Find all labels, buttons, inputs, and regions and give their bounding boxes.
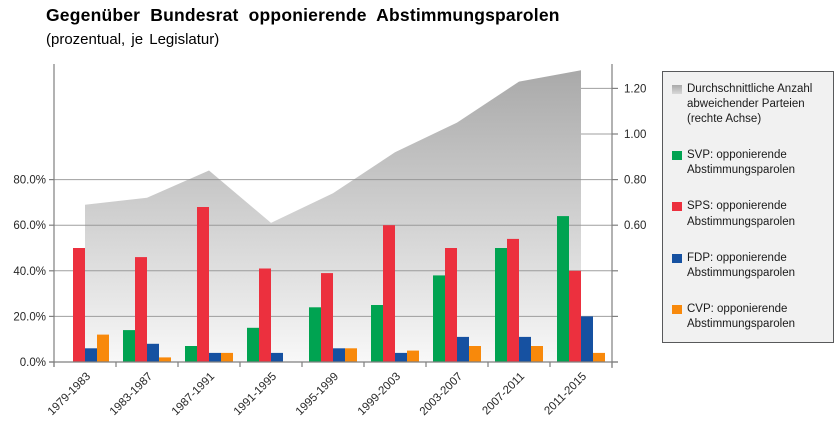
fdp-series-swatch-icon — [672, 253, 682, 263]
right-axis-tick-label: 1.00 — [624, 129, 646, 141]
bar-fdp-1999-2003 — [395, 352, 407, 362]
legend: Durchschnittliche Anzahl abweichender Pa… — [662, 71, 834, 343]
x-axis-category-label: 1979-1983 — [46, 371, 93, 418]
bar-sps-1983-1987 — [135, 257, 147, 362]
bar-fdp-1983-1987 — [147, 343, 159, 362]
legend-item-area: Durchschnittliche Anzahl abweichender Pa… — [671, 82, 827, 128]
bar-fdp-1995-1999 — [333, 348, 345, 362]
bar-svp-1983-1987 — [123, 330, 135, 362]
right-axis-tick-label: 1.20 — [624, 83, 646, 95]
area-series-swatch-icon — [672, 85, 682, 94]
bar-cvp-2011-2015 — [593, 352, 605, 362]
bar-fdp-1991-1995 — [271, 352, 283, 362]
bar-svp-2007-2011 — [495, 248, 507, 362]
x-axis-category-label: 1991-1995 — [232, 371, 279, 418]
x-axis-category-label: 2007-2011 — [480, 371, 527, 418]
x-axis-category-label: 1983-1987 — [108, 371, 155, 418]
bar-svp-2003-2007 — [433, 275, 445, 362]
left-axis-tick-label: 20.0% — [13, 311, 46, 323]
legend-item-svp: SVP: opponierende Abstimmungsparolen — [671, 148, 827, 178]
x-axis-category-label: 2011-2015 — [542, 371, 589, 418]
legend-label: SVP: opponierende Abstimmungsparolen — [687, 149, 796, 177]
bar-cvp-1983-1987 — [159, 357, 171, 362]
bar-cvp-2007-2011 — [531, 346, 543, 362]
right-axis-tick-label: 0.80 — [624, 175, 646, 187]
bar-cvp-1995-1999 — [345, 348, 357, 362]
legend-label: SPS: opponierende Abstimmungsparolen — [687, 200, 796, 228]
sps-series-swatch-icon — [672, 202, 682, 212]
bar-svp-1995-1999 — [309, 307, 321, 362]
bar-cvp-1979-1983 — [97, 334, 109, 362]
bar-sps-1979-1983 — [73, 248, 85, 362]
left-axis-tick-label: 80.0% — [13, 175, 46, 187]
bar-fdp-1979-1983 — [85, 348, 97, 362]
x-axis-category-label: 1987-1991 — [170, 371, 217, 418]
x-axis-category-label: 1999-2003 — [356, 371, 403, 418]
bar-fdp-1987-1991 — [209, 352, 221, 362]
cvp-series-swatch-icon — [672, 304, 682, 314]
legend-label: Durchschnittliche Anzahl abweichender Pa… — [687, 83, 813, 126]
right-axis-tick-label: 0.60 — [624, 220, 646, 232]
legend-item-fdp: FDP: opponierende Abstimmungsparolen — [671, 251, 827, 281]
bar-fdp-2003-2007 — [457, 336, 469, 362]
bar-svp-1991-1995 — [247, 327, 259, 362]
bar-sps-2003-2007 — [445, 248, 457, 362]
left-axis-tick-label: 40.0% — [13, 266, 46, 278]
svp-series-swatch-icon — [672, 151, 682, 161]
legend-item-sps: SPS: opponierende Abstimmungsparolen — [671, 199, 827, 229]
x-axis-category-label: 1995-1999 — [294, 371, 341, 418]
x-axis-category-label: 2003-2007 — [418, 371, 465, 418]
bar-cvp-1999-2003 — [407, 350, 419, 362]
chart-subtitle: (prozentual, je Legislatur) — [46, 31, 220, 48]
legend-label: FDP: opponierende Abstimmungsparolen — [687, 251, 796, 279]
bar-svp-1999-2003 — [371, 305, 383, 362]
left-axis-tick-label: 0.0% — [20, 357, 46, 369]
chart-title: Gegenüber Bundesrat opponierende Abstimm… — [46, 5, 560, 25]
bar-cvp-2003-2007 — [469, 346, 481, 362]
bar-svp-2011-2015 — [557, 216, 569, 362]
bar-sps-1987-1991 — [197, 207, 209, 362]
bar-sps-2011-2015 — [569, 270, 581, 362]
combo-chart-plot: 0.0% 20.0% 40.0% 60.0% 80.0% 0.60 0.80 1.00 1.20… — [13, 64, 646, 418]
bar-fdp-2007-2011 — [519, 336, 531, 362]
bar-svp-1987-1991 — [185, 346, 197, 362]
legend-item-cvp: CVP: opponierende Abstimmungsparolen — [671, 302, 827, 332]
bar-sps-2007-2011 — [507, 238, 519, 362]
bar-fdp-2011-2015 — [581, 316, 593, 362]
bar-sps-1999-2003 — [383, 225, 395, 362]
bar-sps-1991-1995 — [259, 268, 271, 362]
bar-sps-1995-1999 — [321, 273, 333, 362]
legend-label: CVP: opponierende Abstimmungsparolen — [687, 302, 796, 330]
bar-cvp-1987-1991 — [221, 352, 233, 362]
left-axis-tick-label: 60.0% — [13, 220, 46, 232]
